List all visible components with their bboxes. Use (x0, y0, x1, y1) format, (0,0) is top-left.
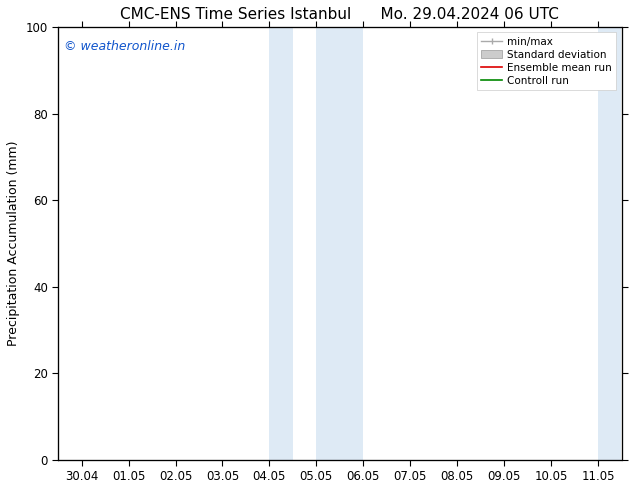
Bar (598, 27, 621, 460)
Text: © weatheronline.in: © weatheronline.in (64, 40, 185, 53)
Legend: min/max, Standard deviation, Ensemble mean run, Controll run: min/max, Standard deviation, Ensemble me… (477, 32, 616, 90)
Title: CMC-ENS Time Series Istanbul      Mo. 29.04.2024 06 UTC: CMC-ENS Time Series Istanbul Mo. 29.04.2… (120, 7, 559, 22)
Bar (316, 27, 363, 460)
Bar (269, 27, 293, 460)
Y-axis label: Precipitation Accumulation (mm): Precipitation Accumulation (mm) (7, 141, 20, 346)
